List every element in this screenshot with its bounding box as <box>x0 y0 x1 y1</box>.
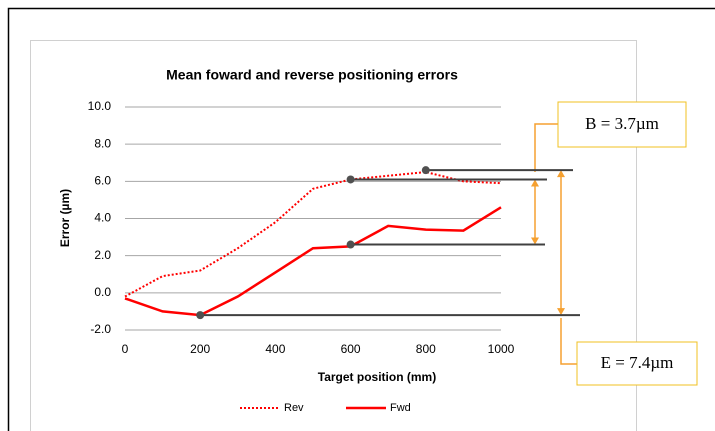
y-tick-label: 4.0 <box>94 211 111 225</box>
frame <box>7 7 715 431</box>
x-axis-label: Target position (mm) <box>318 370 436 384</box>
y-tick-label: 8.0 <box>94 136 111 150</box>
reference-point <box>421 166 430 175</box>
reference-point <box>346 175 355 184</box>
y-axis-label: Error (µm) <box>58 189 72 247</box>
y-tick-label: 10.0 <box>88 99 112 113</box>
series-line <box>124 206 502 317</box>
x-tick-label: 0 <box>122 342 129 356</box>
x-tick-label: 1000 <box>488 342 515 356</box>
y-tick-label: -2.0 <box>90 322 111 336</box>
x-tick-label: 200 <box>190 342 210 356</box>
leader-line <box>560 318 577 365</box>
x-tick-label: 400 <box>265 342 285 356</box>
y-tick-label: 0.0 <box>94 285 111 299</box>
series-line <box>124 171 502 298</box>
chart-title: Mean foward and reverse positioning erro… <box>166 67 458 83</box>
x-tick-label: 600 <box>341 342 361 356</box>
reference-point <box>346 240 355 249</box>
annotation-box <box>576 341 698 386</box>
x-tick-label: 800 <box>416 342 436 356</box>
reference-point <box>196 311 205 320</box>
annotation: B = 3.7µm <box>585 114 659 133</box>
arrow-head <box>557 308 565 316</box>
annotation-box <box>557 101 687 148</box>
y-tick-label: 6.0 <box>94 174 111 188</box>
leader-line <box>534 123 558 172</box>
y-tick-label: 2.0 <box>94 248 111 262</box>
arrow-head <box>557 170 565 178</box>
arrow-head <box>531 179 539 187</box>
arrow-head <box>531 237 539 245</box>
annotation: E = 7.4µm <box>601 353 674 372</box>
legend-label: Rev <box>284 402 304 414</box>
legend-label: Fwd <box>390 402 411 414</box>
